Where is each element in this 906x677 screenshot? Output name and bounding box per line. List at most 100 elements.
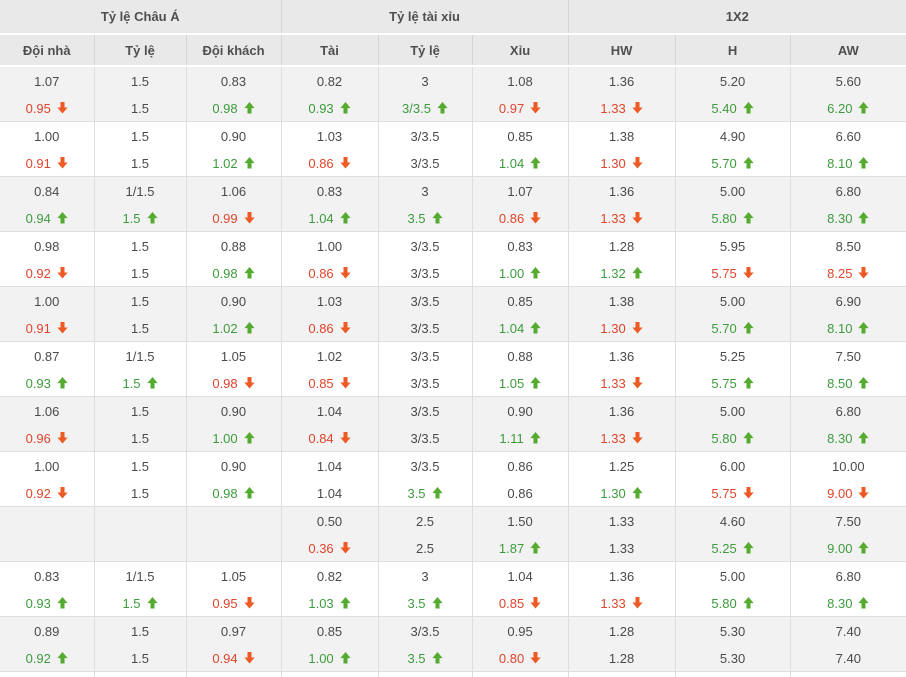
- odds-cell-under: 0.86: [471, 204, 569, 232]
- odds-row-6-line-1: 0.87 1/1.5 1.05 1.02 3/3.5 0.88 1.36 5.25 7.50: [0, 341, 906, 369]
- odds-value: 0.93: [25, 375, 51, 391]
- odds-cell-aw: 6.80: [789, 396, 906, 424]
- odds-cell-home: 0.89: [0, 616, 94, 644]
- odds-value: 1.33: [600, 100, 626, 116]
- odds-value: 1.00: [316, 238, 343, 254]
- arrow-down-icon: [858, 487, 870, 499]
- odds-value: 0.89: [34, 623, 60, 639]
- odds-cell-over: 1.04: [280, 396, 379, 424]
- odds-value: 8.30: [827, 595, 853, 611]
- arrow-up-icon: [858, 377, 870, 389]
- odds-value: 1.5: [122, 210, 141, 226]
- odds-cell-ou-rate: 3.5: [377, 644, 473, 672]
- odds-cell-home: 0.98: [0, 232, 94, 260]
- odds-value: 5.75: [711, 485, 737, 501]
- odds-cell-under: 1.07: [471, 176, 569, 204]
- odds-row-8-line-1: 1.00 1.5 0.90 1.04 3/3.5 0.86 1.25 6.00 10.00: [0, 451, 906, 479]
- odds-cell-aw: 8.30: [789, 204, 906, 232]
- odds-cell-away: 0.98: [185, 259, 282, 287]
- odds-cell-h: 4.90: [674, 121, 791, 149]
- odds-row-8-line-2: 0.92 1.5 0.98 1.04 3.5 0.86 1.30 5.75 9.00: [0, 479, 906, 507]
- odds-value: 5.60: [835, 73, 861, 89]
- arrow-up-icon: [244, 432, 255, 444]
- odds-cell-over: 0.86: [280, 314, 379, 342]
- odds-row-7-line-1: 1.06 1.5 0.90 1.04 3/3.5 0.90 1.36 5.00 6.80: [0, 396, 906, 424]
- odds-value: 1.33: [600, 375, 626, 391]
- odds-cell-handicap-rate: 1.5: [93, 369, 186, 397]
- odds-value: 0.85: [507, 128, 533, 144]
- odds-cell-under: 1.04: [471, 561, 569, 589]
- arrow-down-icon: [244, 212, 255, 224]
- odds-value: 1.33: [608, 540, 635, 556]
- arrow-down-icon: [632, 212, 643, 224]
- arrow-up-icon: [340, 652, 351, 664]
- odds-value: 1.5: [130, 155, 150, 171]
- odds-value: 1.05: [220, 568, 247, 584]
- odds-cell-home: 1.00: [0, 122, 94, 150]
- odds-cell-under: 0.83: [471, 231, 569, 259]
- odds-value: 1.28: [608, 650, 635, 666]
- odds-value: 1.5: [130, 293, 150, 309]
- odds-value: 1.07: [507, 183, 533, 199]
- odds-cell-handicap-rate: 1/1.5: [93, 176, 186, 204]
- odds-cell-home: 0.93: [0, 589, 94, 617]
- odds-cell-under: 0.85: [471, 286, 569, 314]
- arrow-up-icon: [146, 597, 158, 609]
- odds-value: 0.85: [308, 375, 334, 391]
- odds-cell-under: 0.84: [471, 671, 569, 677]
- odds-value: 1.06: [220, 183, 247, 199]
- odds-cell-aw: 10.00: [789, 451, 906, 479]
- odds-cell-handicap-rate: 1.5: [93, 396, 186, 424]
- odds-value: 6.80: [835, 403, 861, 419]
- odds-cell-away: 1.05: [185, 561, 282, 589]
- odds-cell-ou-rate: 3/3.5: [377, 314, 473, 342]
- odds-value: 3/3.5: [410, 155, 440, 171]
- arrow-down-icon: [632, 597, 643, 609]
- odds-row-1-line-1: 1.07 1.5 0.83 0.82 3 1.08 1.36 5.20 5.60: [0, 66, 906, 94]
- column-header-home: Đội nhà: [0, 34, 94, 67]
- odds-value: 3/3.5: [402, 100, 431, 116]
- odds-cell-hw: 1.32: [567, 259, 676, 287]
- odds-value: 1.33: [600, 430, 626, 446]
- odds-value: 1.5: [130, 485, 150, 501]
- arrow-up-icon: [146, 377, 158, 389]
- odds-cell-hw: 1.38: [567, 121, 676, 149]
- odds-value: 0.83: [316, 183, 343, 199]
- odds-value: 0.83: [34, 568, 60, 584]
- odds-cell-over: 0.86: [280, 259, 379, 287]
- odds-value: 5.30: [719, 623, 746, 639]
- odds-row-1-line-2: 0.95 1.5 0.98 0.93 3/3.5 0.97 1.33 5.40 6.20: [0, 94, 906, 122]
- odds-value: 1.5: [130, 650, 150, 666]
- odds-value: 3/3.5: [410, 623, 440, 639]
- arrow-up-icon: [743, 102, 754, 114]
- odds-value: 10.00: [832, 458, 865, 474]
- odds-value: 0.84: [34, 183, 60, 199]
- odds-cell-home: 0.83: [0, 562, 94, 590]
- odds-cell-over: 1.03: [280, 286, 379, 314]
- odds-cell-hw: 1.36: [567, 561, 676, 589]
- odds-cell-away: 0.95: [185, 589, 282, 617]
- odds-value: 1.00: [212, 430, 238, 446]
- odds-value: 1.5: [130, 320, 150, 336]
- odds-cell-over: 1.04: [280, 479, 379, 507]
- odds-cell-away: 0.98: [185, 94, 282, 122]
- odds-cell-over: 0.82: [280, 66, 379, 94]
- odds-value: 3.5: [407, 485, 426, 501]
- odds-value: 0.85: [498, 595, 525, 611]
- odds-cell-ou-rate: 3/3.5: [377, 369, 473, 397]
- odds-cell-under: 1.05: [471, 369, 569, 397]
- arrow-up-icon: [340, 102, 351, 114]
- odds-value: 1.33: [600, 595, 626, 611]
- odds-value: 1.33: [600, 210, 626, 226]
- odds-cell-h: 5.00: [674, 286, 791, 314]
- odds-cell-aw: 8.50: [789, 369, 906, 397]
- odds-value: 3/3.5: [410, 265, 440, 281]
- arrow-up-icon: [530, 432, 541, 444]
- odds-row-4-line-1: 0.98 1.5 0.88 1.00 3/3.5 0.83 1.28 5.95 8.50: [0, 231, 906, 260]
- arrow-up-icon: [743, 322, 754, 334]
- odds-cell-hw: 1.36: [567, 396, 676, 424]
- odds-cell-h: 5.25: [674, 534, 791, 562]
- arrow-up-icon: [244, 322, 255, 334]
- table-header: Tỷ lệ Châu Á Tỷ lệ tài xỉu 1X2 Đội nhà Tỷ l…: [0, 0, 906, 67]
- odds-value: 0.50: [316, 513, 343, 529]
